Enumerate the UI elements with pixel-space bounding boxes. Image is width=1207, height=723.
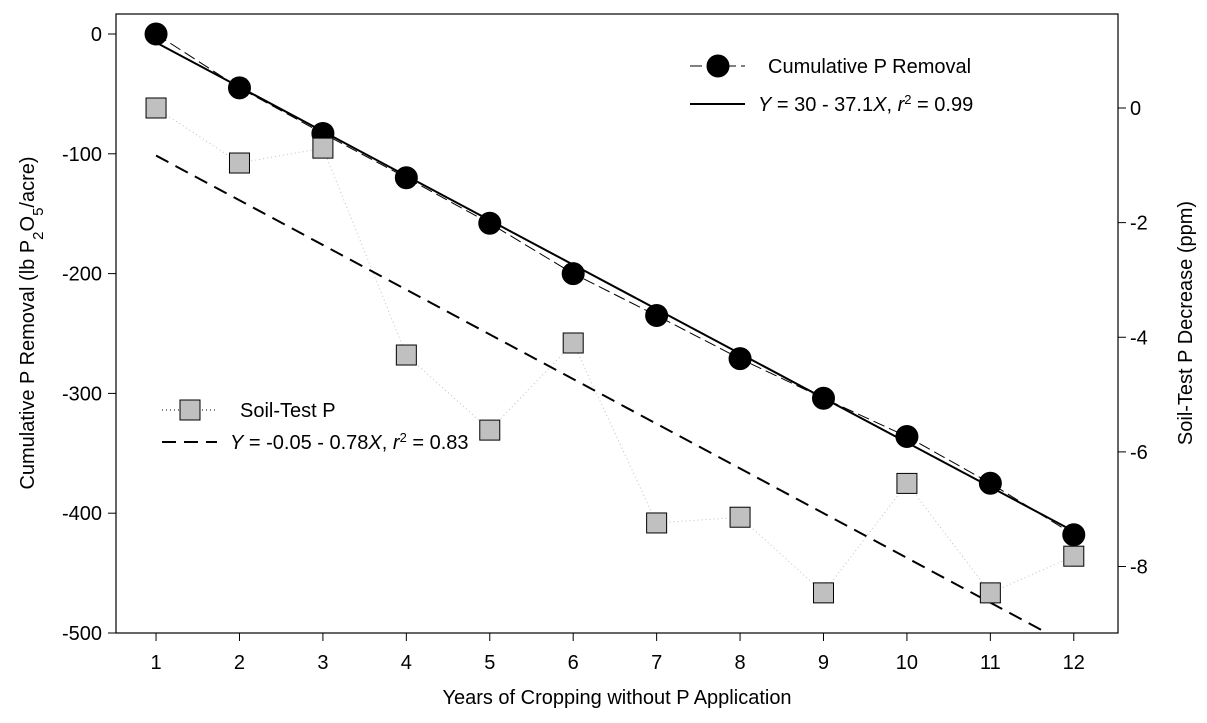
- y2-tick-label: -6: [1130, 442, 1148, 464]
- y2-tick-label: -4: [1130, 327, 1148, 349]
- legend-label-part: = -0.05 - 0.78: [243, 432, 368, 454]
- x-tick-label: 1: [150, 652, 161, 674]
- marker: [812, 582, 834, 604]
- y2-axis-label: Soil-Test P Decrease (ppm): [1175, 201, 1197, 445]
- x-tick-label: 5: [484, 652, 495, 674]
- y2-tick-label: 0: [1130, 98, 1141, 120]
- legend-label-part: ,: [382, 432, 393, 454]
- y-axis-label-part: Cumulative P Removal (lb P: [17, 240, 39, 490]
- x-tick-label: 9: [818, 652, 829, 674]
- marker: [478, 211, 502, 235]
- legend-label-part: X: [367, 432, 382, 454]
- marker: [811, 386, 835, 410]
- marker: [145, 97, 167, 119]
- legend-label-part: 2: [904, 92, 911, 107]
- marker: [729, 506, 751, 528]
- legend-label-part: r: [898, 94, 906, 116]
- x-tick-label: 10: [896, 652, 918, 674]
- legend-label-part: r: [393, 432, 401, 454]
- marker: [646, 512, 668, 534]
- trend-line: [155, 41, 1075, 533]
- y-axis-label-part: 2: [30, 231, 47, 239]
- y-tick-label: -100: [62, 144, 102, 166]
- y2-tick-label: -8: [1130, 557, 1148, 579]
- legend-label-part: 2: [400, 430, 407, 445]
- plot-area: [155, 33, 1075, 633]
- marker: [706, 54, 730, 78]
- x-axis-label: Years of Cropping without P Application: [442, 687, 791, 709]
- marker: [561, 262, 585, 286]
- legend-label: Soil-Test P: [240, 400, 336, 422]
- y-axis-label: Cumulative P Removal (lb P2O5/acre): [17, 156, 47, 489]
- legend-label-part: = 0.99: [911, 94, 973, 116]
- x-tick-label: 2: [234, 652, 245, 674]
- legend-label: Y = 30 - 37.1X, r2 = 0.99: [758, 92, 973, 117]
- plot-frame: [115, 13, 1119, 634]
- marker: [395, 344, 417, 366]
- x-tick-label: 4: [401, 652, 412, 674]
- marker: [394, 166, 418, 190]
- marker: [978, 471, 1002, 495]
- series-line: [155, 107, 1074, 594]
- legend-label-part: Y: [758, 94, 773, 116]
- marker: [312, 137, 334, 159]
- legend-label-part: ,: [886, 94, 897, 116]
- legend-label: Cumulative P Removal: [768, 56, 971, 78]
- x-tick-label: 8: [734, 652, 745, 674]
- legend-label: Y = -0.05 - 0.78X, r2 = 0.83: [230, 430, 469, 455]
- y-tick-label: 0: [91, 24, 102, 46]
- marker: [1063, 545, 1085, 567]
- legend-label-part: Y: [230, 432, 245, 454]
- marker: [227, 76, 251, 100]
- legend-label-part: = 30 - 37.1: [771, 94, 873, 116]
- x-tick-label: 6: [568, 652, 579, 674]
- trend-line: [155, 154, 1050, 633]
- marker: [728, 347, 752, 371]
- legend-label-part: = 0.83: [407, 432, 469, 454]
- marker: [1062, 523, 1086, 547]
- y-tick-label: -500: [62, 623, 102, 645]
- marker: [896, 472, 918, 494]
- y-axis-label-part: /acre): [17, 156, 39, 207]
- series-line: [155, 33, 1075, 536]
- marker: [562, 332, 584, 354]
- y-tick-label: -400: [62, 503, 102, 525]
- marker: [179, 399, 201, 421]
- x-tick-label: 7: [651, 652, 662, 674]
- y-tick-label: -200: [62, 264, 102, 286]
- y2-tick-label: -2: [1130, 213, 1148, 235]
- marker: [228, 152, 250, 174]
- y-axis-label-part: O: [17, 216, 39, 232]
- legend-label-part: X: [872, 94, 887, 116]
- y-tick-label: -300: [62, 383, 102, 405]
- x-tick-label: 12: [1063, 652, 1085, 674]
- marker: [979, 582, 1001, 604]
- marker: [645, 304, 669, 328]
- marker: [144, 22, 168, 46]
- x-tick-label: 3: [317, 652, 328, 674]
- y-axis-label-part: 5: [30, 208, 47, 216]
- marker: [895, 425, 919, 449]
- x-tick-label: 11: [980, 652, 1001, 674]
- marker: [479, 419, 501, 441]
